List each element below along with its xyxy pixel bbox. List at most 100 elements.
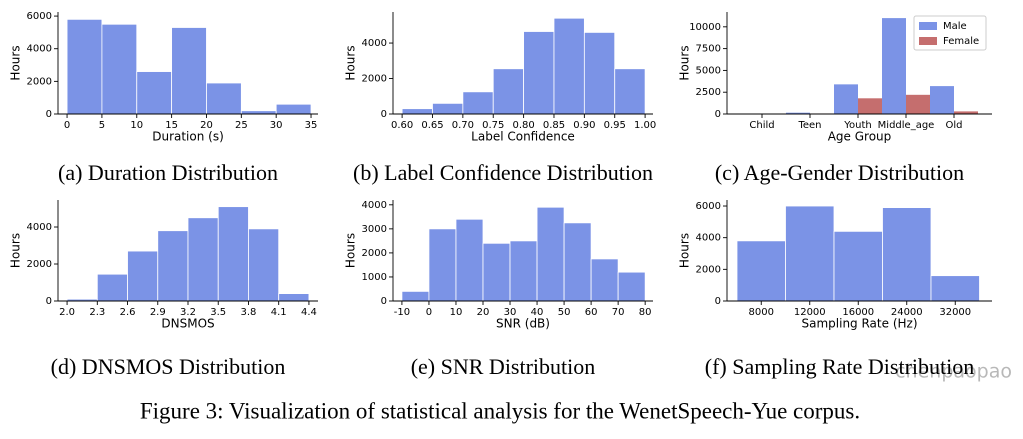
histogram-bar	[217, 206, 249, 302]
bar	[833, 230, 883, 302]
x-axis-label: Age Group	[828, 130, 892, 144]
histogram-bar	[101, 23, 138, 115]
x-tick-label: 30	[504, 307, 517, 318]
x-tick-label: 10	[130, 120, 143, 131]
x-tick-label: 16000	[842, 307, 874, 318]
histogram-bar	[187, 217, 219, 302]
y-tick-label: 0	[715, 109, 721, 120]
panel-caption: (e) SNR Distribution	[411, 354, 596, 379]
bar	[906, 94, 930, 114]
histogram-bar	[492, 68, 525, 115]
x-tick-label: 0	[64, 120, 70, 131]
bar	[930, 275, 980, 302]
legend-swatch	[919, 37, 937, 45]
bar	[785, 205, 835, 302]
y-tick-label: 2000	[696, 264, 721, 275]
histogram-bar	[428, 228, 457, 302]
x-tick-label: 0.65	[421, 120, 443, 131]
histogram-bar	[553, 17, 585, 115]
watermark: chenpaopao	[895, 361, 1012, 383]
histogram-bar	[432, 102, 464, 115]
histogram-bar	[136, 71, 173, 115]
x-axis-label: Sampling Rate (Hz)	[802, 317, 918, 331]
histogram-bar	[401, 290, 430, 302]
histogram-bar	[455, 218, 484, 302]
panel-caption: (d) DNSMOS Distribution	[51, 354, 286, 379]
y-axis-label: Hours	[9, 45, 23, 80]
x-tick-label: 50	[558, 307, 571, 318]
x-tick-label: 3.8	[241, 307, 257, 318]
y-tick-label: 0	[381, 296, 387, 307]
y-tick-label: 2000	[362, 248, 387, 259]
histogram-bar	[127, 250, 159, 302]
x-tick-label: 30	[270, 120, 283, 131]
x-tick-label: 5	[99, 120, 105, 131]
x-tick-label: 25	[235, 120, 248, 131]
x-tick-label: Old	[946, 120, 963, 131]
bar	[786, 112, 810, 114]
panel-caption: (f) Sampling Rate Distribution	[705, 354, 974, 379]
x-tick-label: 2.3	[89, 307, 105, 318]
histogram-bar	[523, 31, 555, 115]
histogram-bar	[171, 27, 207, 115]
histogram-bar	[536, 206, 565, 302]
x-tick-label: Youth	[843, 120, 872, 131]
x-tick-label: Teen	[797, 120, 821, 131]
y-tick-label: 0	[46, 109, 52, 120]
histogram-bar	[96, 273, 128, 302]
x-tick-label: 60	[585, 307, 598, 318]
legend-swatch	[919, 22, 937, 30]
x-tick-label: 32000	[939, 307, 971, 318]
histogram-bar	[509, 240, 538, 302]
legend-label: Male	[943, 21, 967, 32]
histogram-bar	[66, 18, 103, 115]
x-tick-label: 40	[531, 307, 544, 318]
x-tick-label: 8000	[749, 307, 774, 318]
bar	[736, 240, 786, 302]
x-axis-label: Duration (s)	[152, 130, 224, 144]
histogram-bar	[401, 108, 433, 115]
bar	[834, 84, 858, 114]
histogram-bar	[278, 293, 310, 302]
histogram-bar	[563, 222, 592, 302]
y-tick-label: 3000	[362, 224, 387, 235]
x-tick-label: Child	[749, 120, 774, 131]
x-tick-label: 0.75	[482, 120, 504, 131]
histogram-bar	[248, 228, 280, 302]
bar	[882, 18, 906, 115]
panel-caption: (c) Age-Gender Distribution	[715, 160, 964, 185]
histogram-bar	[590, 258, 619, 302]
x-tick-label: -10	[394, 307, 410, 318]
x-tick-label: 0	[426, 307, 432, 318]
x-tick-label: 2.0	[59, 307, 75, 318]
y-tick-label: 5000	[696, 65, 721, 76]
panel-caption: (a) Duration Distribution	[58, 160, 278, 185]
x-tick-label: 80	[639, 307, 652, 318]
y-tick-label: 2000	[27, 76, 52, 87]
legend-label: Female	[943, 36, 979, 47]
histogram-bar	[462, 91, 494, 115]
y-tick-label: 10000	[689, 22, 721, 33]
bar	[858, 98, 882, 114]
y-tick-label: 6000	[27, 11, 52, 22]
x-tick-label: 3.5	[210, 307, 226, 318]
x-tick-label: 0.95	[604, 120, 626, 131]
x-tick-label: 4.1	[271, 307, 287, 318]
x-tick-label: 10	[450, 307, 463, 318]
histogram-bar	[275, 103, 312, 115]
y-axis-label: Hours	[9, 233, 23, 268]
x-tick-label: 20	[200, 120, 213, 131]
histogram-bar	[482, 242, 511, 302]
x-tick-label: 2.6	[120, 307, 136, 318]
y-axis-label: Hours	[678, 233, 692, 268]
x-tick-label: 0.85	[543, 120, 565, 131]
y-tick-label: 4000	[27, 44, 52, 55]
y-tick-label: 4000	[27, 222, 52, 233]
y-axis-label: Hours	[344, 45, 358, 80]
y-tick-label: 4000	[696, 233, 721, 244]
x-tick-label: 0.60	[391, 120, 413, 131]
histogram-bar	[157, 230, 189, 302]
bar	[930, 86, 954, 114]
x-tick-label: 0.70	[452, 120, 474, 131]
